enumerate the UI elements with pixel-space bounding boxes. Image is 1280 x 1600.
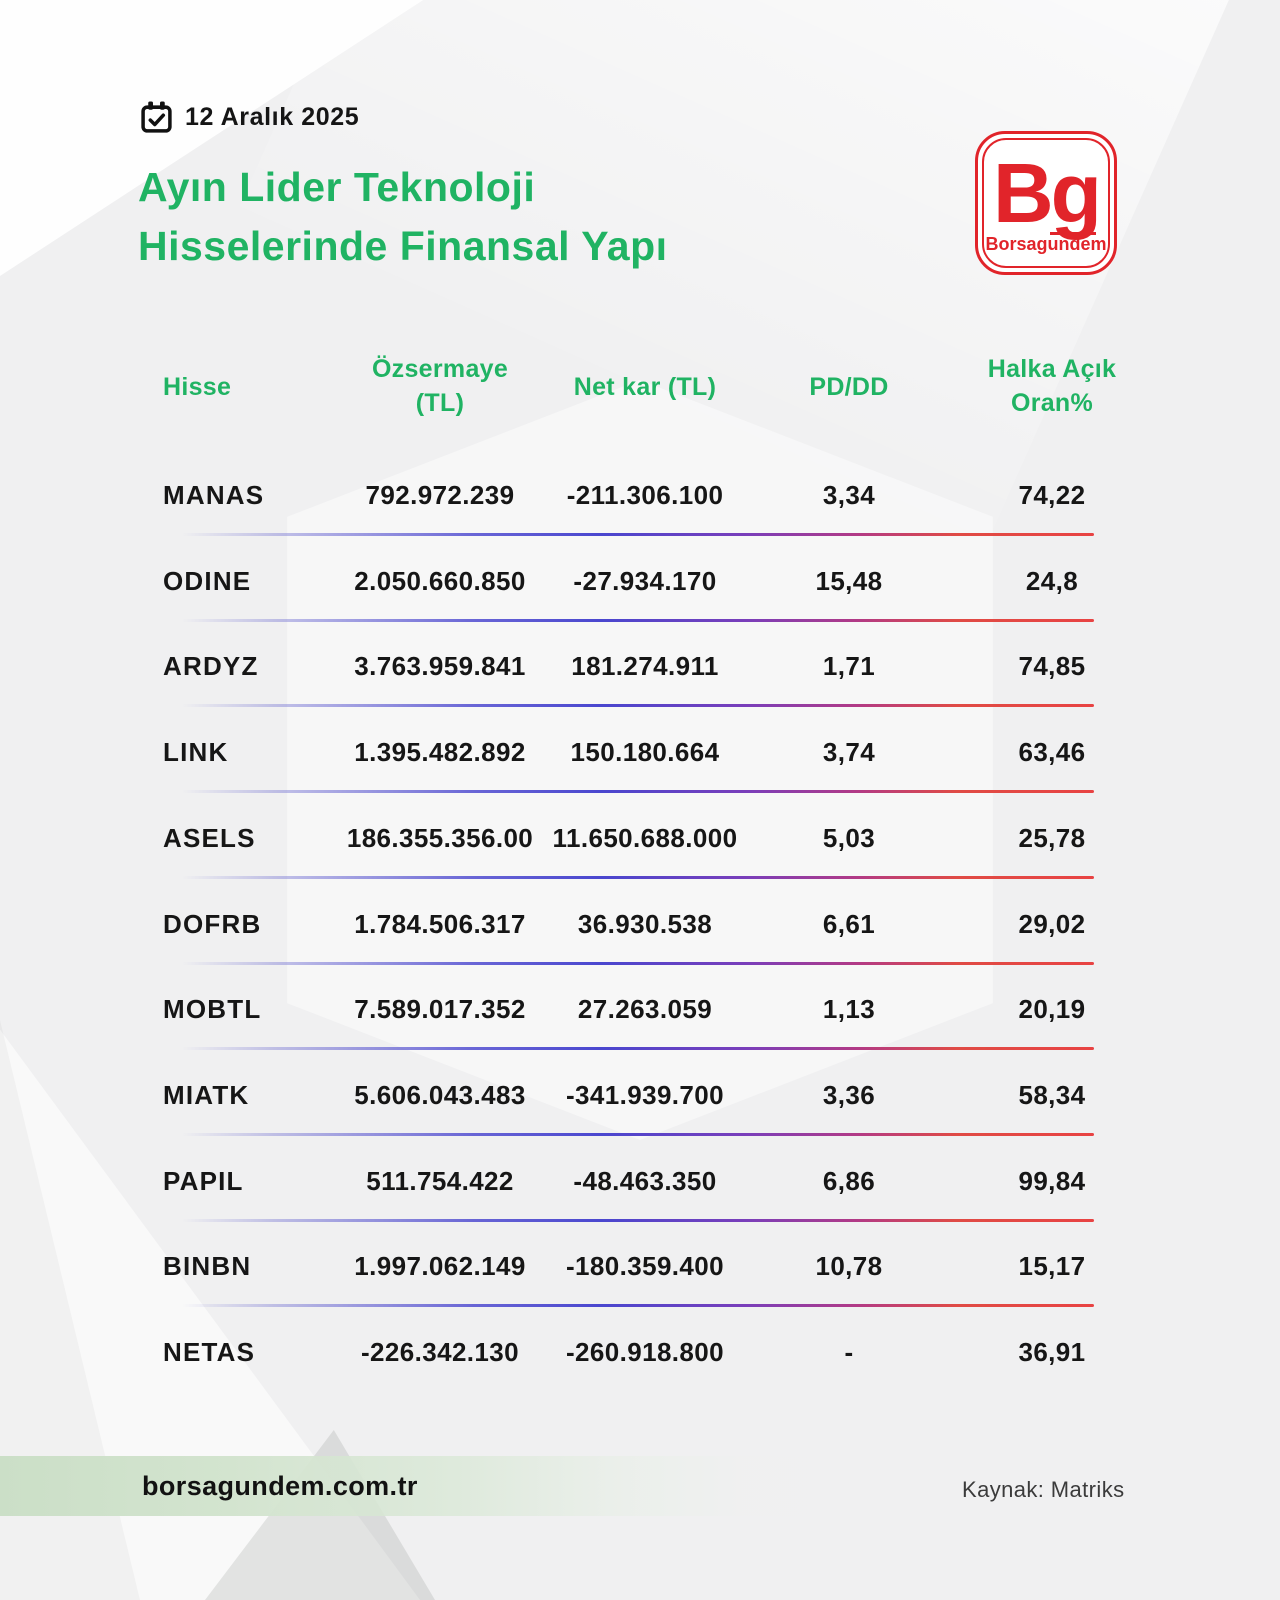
row-netkar: -180.359.400 xyxy=(565,1251,725,1282)
col-header-ozsermaye-line2: (TL) xyxy=(415,389,465,417)
row-ticker: LINK xyxy=(163,737,229,768)
row-netkar: 181.274.911 xyxy=(571,651,719,682)
page-title: Ayın Lider Teknoloji Hisselerinde Finans… xyxy=(138,158,668,276)
row-pddd: 6,86 xyxy=(822,1165,876,1196)
row-ticker: NETAS xyxy=(163,1337,256,1367)
row-halka: 74,22 xyxy=(1018,480,1086,510)
row-halka: 99,84 xyxy=(1018,1165,1086,1196)
row-halka: 74,85 xyxy=(1018,651,1086,682)
row-netkar: -27.934.170 xyxy=(573,565,717,596)
footer-site-url: borsagundem.com.tr xyxy=(142,1471,418,1501)
logo-monogram: Bg xyxy=(993,145,1102,240)
borsagundem-logo: Bg Borsagundem xyxy=(975,131,1117,275)
row-separator xyxy=(182,1132,1094,1136)
row-pddd: - xyxy=(844,1337,854,1367)
col-header-halka-line2: Oran% xyxy=(1010,389,1094,417)
row-halka: 29,02 xyxy=(1018,908,1086,939)
row-ticker: MIATK xyxy=(163,1079,250,1110)
calendar-check-icon xyxy=(141,101,172,133)
row-ticker: ASELS xyxy=(163,822,256,853)
table-row: ASELS 186.355.356.00 11.650.688.000 5,03 25,… xyxy=(0,821,1280,855)
row-ozsermaye: 1.784.506.317 xyxy=(354,908,526,939)
row-separator xyxy=(182,1304,1094,1308)
row-halka: 58,34 xyxy=(1018,1079,1086,1110)
table-row: MANAS 792.972.239 -211.306.100 3,34 74,22 xyxy=(0,478,1280,512)
logo-brand-overline xyxy=(1049,231,1096,235)
col-header-pddd: PD/DD xyxy=(809,373,889,401)
table-row: LINK 1.395.482.892 150.180.664 3,74 63,46 xyxy=(0,735,1280,769)
logo-brand-label: Borsagundem xyxy=(985,233,1107,254)
date-text: 12 Aralık 2025 xyxy=(185,103,360,131)
table-row: ODINE 2.050.660.850 -27.934.170 15,48 24,8 xyxy=(0,564,1280,598)
row-ozsermaye: 7.589.017.352 xyxy=(354,994,526,1025)
row-ticker: PAPIL xyxy=(163,1165,244,1196)
row-pddd: 15,48 xyxy=(815,565,883,596)
row-ticker: ARDYZ xyxy=(163,651,259,682)
col-header-hisse: Hisse xyxy=(163,373,232,401)
col-header-halka-line1: Halka Açık xyxy=(987,355,1117,383)
col-header-ozsermaye-line1: Özsermaye xyxy=(371,355,509,383)
row-netkar: 27.263.059 xyxy=(577,994,713,1025)
row-halka: 63,46 xyxy=(1018,737,1086,768)
row-pddd: 6,61 xyxy=(822,908,876,939)
row-pddd: 3,74 xyxy=(822,737,876,768)
row-separator xyxy=(182,1218,1094,1222)
row-pddd: 3,34 xyxy=(822,480,876,510)
table-row: ARDYZ 3.763.959.841 181.274.911 1,71 74,85 xyxy=(0,649,1280,683)
row-separator xyxy=(182,961,1094,965)
row-halka: 24,8 xyxy=(1025,565,1079,596)
table-row: DOFRB 1.784.506.317 36.930.538 6,61 29,02 xyxy=(0,907,1280,941)
row-netkar: 11.650.688.000 xyxy=(552,822,738,853)
row-ozsermaye: 3.763.959.841 xyxy=(354,651,526,682)
page-title-line1: Ayın Lider Teknoloji xyxy=(138,164,536,210)
row-pddd: 1,71 xyxy=(822,651,876,682)
logo-brand-text: Borsagundem xyxy=(985,231,1107,255)
row-pddd: 3,36 xyxy=(822,1079,876,1110)
col-header-netkar: Net kar (TL) xyxy=(573,373,717,401)
footer-source: Kaynak: Matriks xyxy=(962,1477,1125,1502)
col-header-ozsermaye: Özsermaye (TL) xyxy=(330,352,550,420)
row-halka: 25,78 xyxy=(1018,822,1086,853)
row-netkar: -260.918.800 xyxy=(565,1337,725,1367)
borsagundem-logo-frame: Bg Borsagundem xyxy=(982,138,1110,268)
row-separator xyxy=(182,875,1094,879)
row-pddd: 1,13 xyxy=(822,994,876,1025)
row-ticker: MANAS xyxy=(163,480,265,510)
table-row: MIATK 5.606.043.483 -341.939.700 3,36 58,34 xyxy=(0,1078,1280,1112)
row-separator xyxy=(182,533,1094,536)
row-halka: 15,17 xyxy=(1018,1251,1086,1282)
row-separator xyxy=(182,704,1094,708)
row-netkar: 36.930.538 xyxy=(577,908,713,939)
row-netkar: 150.180.664 xyxy=(570,737,720,768)
row-netkar: -341.939.700 xyxy=(565,1079,725,1110)
date-row: 12 Aralık 2025 xyxy=(140,101,359,134)
row-ozsermaye: 1.395.482.892 xyxy=(354,737,526,768)
row-netkar: -211.306.100 xyxy=(566,480,724,510)
table-row: PAPIL 511.754.422 -48.463.350 6,86 99,84 xyxy=(0,1164,1280,1198)
row-separator xyxy=(182,790,1094,794)
row-separator xyxy=(182,1047,1094,1051)
row-separator xyxy=(182,618,1094,622)
row-ozsermaye: 2.050.660.850 xyxy=(354,565,526,596)
row-ozsermaye: 186.355.356.00 xyxy=(346,822,534,853)
table-row: BINBN 1.997.062.149 -180.359.400 10,78 15,17 xyxy=(0,1249,1280,1283)
row-pddd: 5,03 xyxy=(822,822,876,853)
row-ticker: DOFRB xyxy=(163,908,262,939)
col-header-halka: Halka Açık Oran% xyxy=(947,352,1157,420)
page-title-line2: Hisselerinde Finansal Yapı xyxy=(138,223,668,269)
row-halka: 20,19 xyxy=(1018,994,1086,1025)
row-ticker: ODINE xyxy=(163,565,252,596)
row-pddd: 10,78 xyxy=(815,1251,883,1282)
row-ticker: MOBTL xyxy=(163,994,262,1025)
row-halka: 36,91 xyxy=(1018,1337,1086,1367)
table-row: MOBTL 7.589.017.352 27.263.059 1,13 20,19 xyxy=(0,992,1280,1026)
table-row: NETAS -226.342.130 -260.918.800-36,91 xyxy=(0,1335,1280,1369)
row-ticker: BINBN xyxy=(163,1251,252,1282)
row-netkar: -48.463.350 xyxy=(573,1165,717,1196)
